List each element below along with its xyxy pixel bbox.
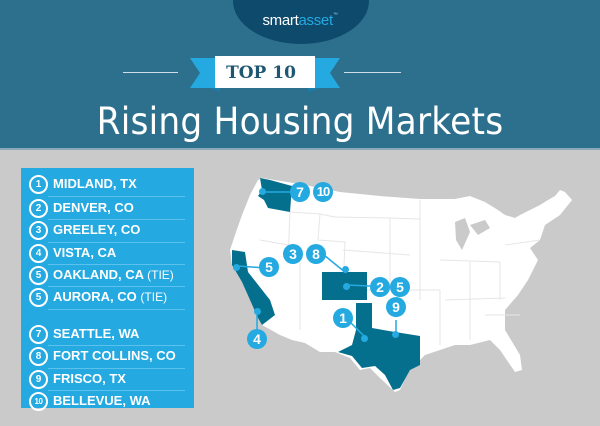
map-pin: 10 [313,182,333,202]
map-pin: 7 [290,182,310,202]
list-item: 5 OAKLAND, CA (TIE) [29,265,189,287]
state-washington [258,178,292,212]
state-texas [338,303,420,390]
logo-smart: smart [262,12,299,29]
rank-badge: 9 [29,370,48,389]
list-item: 1 MIDLAND, TX [29,174,189,196]
list-item: 7 SEATTLE, WA [29,324,189,346]
rank-badge: 1 [29,175,48,194]
smartasset-logo: smartasset™ [0,12,600,29]
row-divider [48,264,185,265]
row-divider [48,345,185,346]
ranking-list: 1 MIDLAND, TX 2 DENVER, CO 3 GREELEY, CO… [21,168,194,326]
us-map [230,178,572,392]
decorative-rule-left [123,72,178,73]
list-item: 8 FORT COLLINS, CO [29,346,189,368]
location-dot-seattle [259,188,266,195]
row-divider [48,286,185,287]
tie-label: (TIE) [147,268,174,282]
city-name: SEATTLE, WA [53,326,140,341]
row-divider [48,390,185,391]
ribbon-icon [190,56,340,92]
row-divider [48,196,185,197]
map-pin: 9 [386,297,406,317]
city-name: MIDLAND, TX [53,176,137,191]
row-divider [48,219,185,220]
rank-badge: 7 [29,325,48,344]
list-item: 10 BELLEVUE, WA [29,391,189,413]
city-name: FRISCO, TX [53,371,126,386]
city-name: OAKLAND, CA [53,267,144,282]
row-divider [48,368,185,369]
rank-badge: 4 [29,244,48,263]
map-pin: 5 [390,277,410,297]
row-divider [48,309,185,310]
list-item: 9 FRISCO, TX [29,369,189,391]
map-pin: 2 [370,277,390,297]
rank-badge: 5 [29,266,48,285]
list-item: 4 VISTA, CA [29,243,189,265]
location-dot-frisco [392,331,399,338]
list-item: 5 AURORA, CO (TIE) [29,287,189,309]
row-divider [48,242,185,243]
rank-badge: 2 [29,199,48,218]
city-name: AURORA, CO [53,289,137,304]
map-pin: 3 [283,244,303,264]
location-dot-oakland [233,264,240,271]
logo-asset: asset [298,12,333,29]
header-divider [0,148,600,150]
map-pin: 5 [259,257,279,277]
map-pin: 4 [247,329,267,349]
map-pin: 1 [333,308,353,328]
decorative-rule-right [344,72,401,73]
city-name: GREELEY, CO [53,222,141,237]
top10-badge: TOP 10 [226,63,296,83]
list-item: 2 DENVER, CO [29,198,189,220]
ranking-list-continued: 7 SEATTLE, WA 8 FORT COLLINS, CO 9 FRISC… [21,324,194,411]
list-item: 3 GREELEY, CO [29,220,189,242]
city-name: BELLEVUE, WA [53,393,151,408]
rank-badge: 3 [29,221,48,240]
location-dot-fort-collins [342,266,349,273]
rank-badge: 8 [29,347,48,366]
rank-badge: 10 [29,392,48,411]
city-name: DENVER, CO [53,200,134,215]
city-name: VISTA, CA [53,245,117,260]
location-dot-vista [254,308,261,315]
city-name: FORT COLLINS, CO [53,348,176,363]
logo-trademark: ™ [332,12,338,18]
page-title: Rising Housing Markets [96,100,504,143]
state-california [232,250,275,325]
location-dot-denver [343,283,350,290]
location-dot-midland [361,335,368,342]
rank-badge: 5 [29,288,48,307]
tie-label: (TIE) [140,290,168,304]
map-pin: 8 [306,244,326,264]
